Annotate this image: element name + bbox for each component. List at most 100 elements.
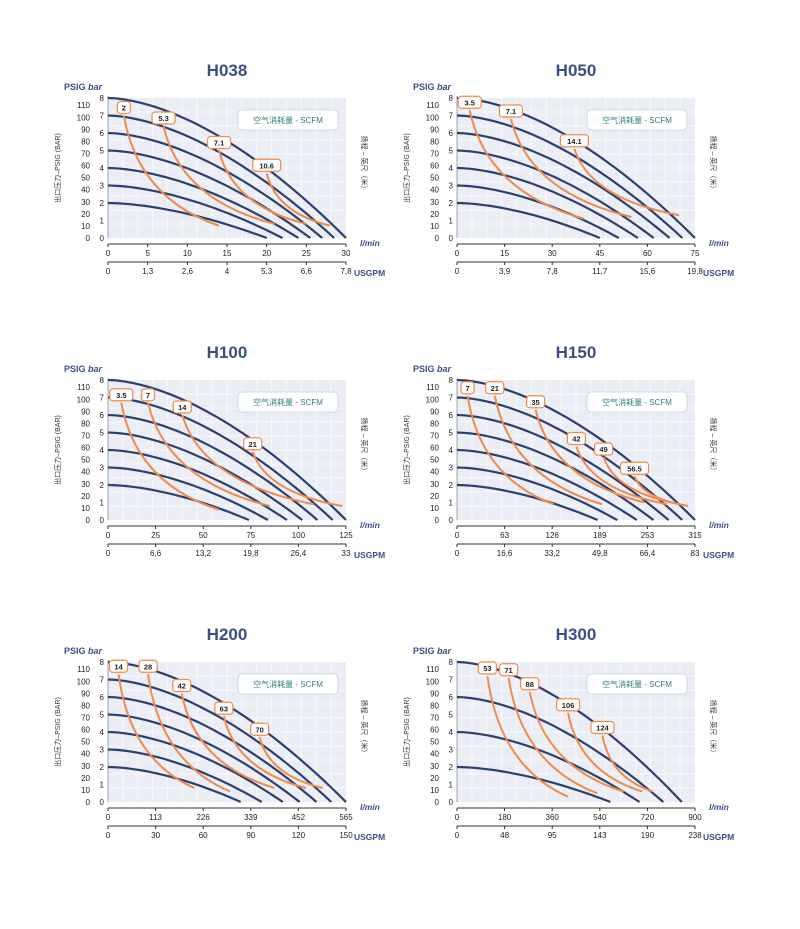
x-tick-label-usgpm: 33 bbox=[342, 549, 351, 558]
x-tick-label-usgpm: 3,9 bbox=[499, 267, 511, 276]
bar-tick-label: 0 bbox=[449, 516, 454, 525]
air-label-box bbox=[250, 722, 270, 736]
x-tick-label-lmin: 20 bbox=[262, 249, 271, 258]
y-axis-label-left: 出口压力–PSIG (BAR) bbox=[53, 415, 62, 485]
psig-header: PSIG bbox=[413, 364, 435, 374]
bar-tick-label: 0 bbox=[449, 234, 454, 243]
psig-tick-label: 40 bbox=[430, 750, 439, 759]
x-tick-label-lmin: 75 bbox=[246, 531, 255, 540]
air-curves: 3.5 7 14 21 bbox=[109, 388, 343, 511]
y-axis-label-right: 扬程 – 英尺（米） bbox=[360, 136, 369, 193]
air-curve bbox=[122, 115, 220, 227]
bar-tick-label: 1 bbox=[100, 499, 105, 508]
x-tick-label-lmin: 63 bbox=[500, 531, 509, 540]
pressure-curve bbox=[107, 114, 335, 239]
x-unit-usgpm: USGPM bbox=[703, 268, 734, 278]
air-label-box bbox=[559, 134, 590, 148]
x-tick-label-usgpm: 19,8 bbox=[687, 267, 703, 276]
psig-tick-label: 70 bbox=[81, 714, 90, 723]
psig-tick-label: 100 bbox=[426, 395, 440, 404]
pressure-curve bbox=[456, 131, 671, 239]
pressure-curve bbox=[456, 413, 670, 521]
chart-title: H200 bbox=[207, 625, 248, 644]
x-tick-label-lmin: 0 bbox=[106, 249, 111, 258]
bar-tick-label: 2 bbox=[100, 763, 105, 772]
bar-tick-label: 7 bbox=[449, 676, 454, 685]
x-tick-label-usgpm: 15,6 bbox=[640, 267, 656, 276]
bar-tick-label: 8 bbox=[449, 658, 454, 667]
bar-tick-label: 5 bbox=[100, 429, 105, 438]
x-tick-label-lmin: 900 bbox=[688, 813, 702, 822]
air-label-box bbox=[109, 388, 134, 402]
air-curves: 14 28 42 63 70 bbox=[108, 659, 324, 793]
x-tick-label-lmin: 50 bbox=[199, 531, 208, 540]
bar-header: bar bbox=[88, 646, 103, 656]
x-tick-label-usgpm: 48 bbox=[500, 831, 509, 840]
pressure-curve bbox=[456, 448, 638, 521]
psig-tick-label: 90 bbox=[430, 125, 439, 134]
legend-text: 空气消耗量 - SCFM bbox=[253, 115, 323, 125]
bar-tick-label: 1 bbox=[100, 781, 105, 790]
legend-text: 空气消耗量 - SCFM bbox=[253, 397, 323, 407]
psig-tick-label: 90 bbox=[430, 689, 439, 698]
air-curves: 2 5.3 7.1 10.6 bbox=[116, 100, 331, 227]
y-axis-label-right: 扬程 – 英尺（米） bbox=[360, 418, 369, 475]
pressure-curves bbox=[107, 378, 347, 522]
pressure-curve bbox=[107, 695, 318, 803]
air-label-box bbox=[214, 701, 234, 715]
psig-header: PSIG bbox=[413, 82, 435, 92]
psig-tick-label: 30 bbox=[430, 480, 439, 489]
psig-tick-label: 40 bbox=[430, 468, 439, 477]
legend-text: 空气消耗量 - SCFM bbox=[602, 115, 672, 125]
x-tick-label-lmin: 30 bbox=[342, 249, 351, 258]
x-tick-label-usgpm: 5.3 bbox=[261, 267, 273, 276]
pressure-curve bbox=[456, 765, 611, 804]
air-curve bbox=[509, 118, 632, 218]
chart-title: H038 bbox=[207, 61, 248, 80]
air-label-box bbox=[243, 437, 263, 451]
air-label: 49 bbox=[599, 445, 607, 454]
x-tick-label-lmin: 30 bbox=[548, 249, 557, 258]
air-curve bbox=[251, 451, 343, 507]
x-unit-lmin: l/min bbox=[360, 520, 380, 530]
psig-header: PSIG bbox=[64, 646, 86, 656]
x-tick-label-lmin: 180 bbox=[498, 813, 512, 822]
bar-tick-label: 0 bbox=[100, 516, 105, 525]
bar-tick-label: 5 bbox=[449, 147, 454, 156]
bar-tick-label: 1 bbox=[449, 217, 454, 226]
pressure-curve bbox=[456, 201, 601, 240]
psig-tick-label: 50 bbox=[430, 456, 439, 465]
x-tick-label-lmin: 339 bbox=[244, 813, 258, 822]
air-label-box bbox=[555, 698, 581, 712]
psig-tick-label: 60 bbox=[81, 726, 90, 735]
x-tick-label-usgpm: 0 bbox=[106, 549, 111, 558]
air-curve bbox=[601, 735, 654, 793]
psig-tick-label: 20 bbox=[81, 774, 90, 783]
x-tick-label-lmin: 15 bbox=[223, 249, 232, 258]
y-axis-label-left: 出口压力–PSIG (BAR) bbox=[53, 697, 62, 767]
bar-tick-label: 8 bbox=[449, 94, 454, 103]
psig-tick-label: 30 bbox=[430, 762, 439, 771]
psig-header: PSIG bbox=[64, 364, 86, 374]
air-label-box bbox=[140, 388, 156, 402]
legend-box bbox=[586, 391, 688, 413]
psig-tick-label: 60 bbox=[81, 444, 90, 453]
air-label-box bbox=[566, 431, 586, 446]
bar-tick-label: 4 bbox=[449, 728, 454, 737]
air-label: 53 bbox=[483, 664, 491, 673]
x-tick-label-usgpm: 150 bbox=[339, 831, 353, 840]
x-tick-label-lmin: 360 bbox=[546, 813, 560, 822]
psig-tick-label: 20 bbox=[430, 774, 439, 783]
air-curve bbox=[222, 716, 307, 789]
x-tick-label-usgpm: 11,7 bbox=[592, 267, 608, 276]
x-tick-label-lmin: 720 bbox=[641, 813, 655, 822]
bar-tick-label: 0 bbox=[100, 798, 105, 807]
air-label-box bbox=[525, 395, 546, 409]
bar-tick-label: 1 bbox=[449, 781, 454, 790]
air-label-box bbox=[485, 381, 505, 395]
air-label: 7.1 bbox=[506, 107, 516, 116]
y-axis-label-left: 出口压力–PSIG (BAR) bbox=[402, 697, 411, 767]
x-tick-label-usgpm: 0 bbox=[455, 267, 460, 276]
bar-tick-label: 4 bbox=[100, 164, 105, 173]
